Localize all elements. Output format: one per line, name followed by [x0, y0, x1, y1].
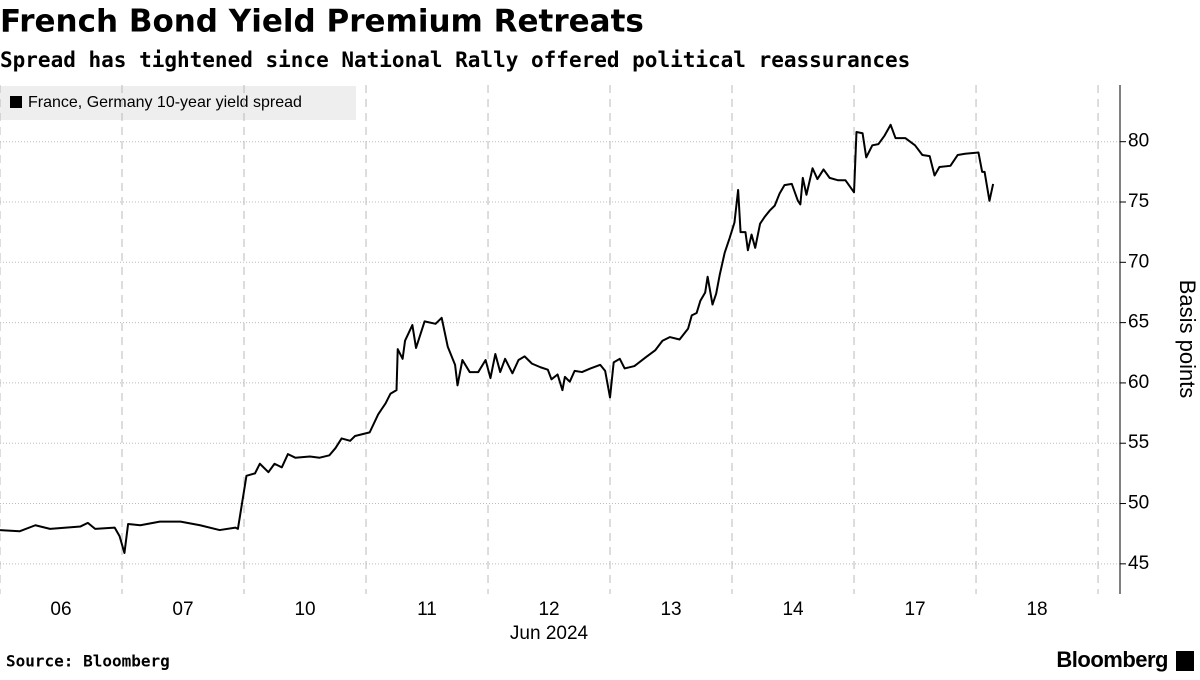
- y-tick-label: 65: [1128, 312, 1149, 333]
- legend: France, Germany 10-year yield spread: [0, 86, 356, 120]
- legend-label: France, Germany 10-year yield spread: [28, 94, 302, 111]
- x-tick-label: 06: [50, 599, 71, 620]
- y-tick-label: 70: [1128, 251, 1149, 272]
- x-tick-label: 10: [294, 599, 315, 620]
- x-tick-label: 17: [904, 599, 925, 620]
- x-tick-label: 12: [538, 599, 559, 620]
- chart-title: French Bond Yield Premium Retreats: [0, 4, 644, 40]
- x-tick-label: 18: [1026, 599, 1047, 620]
- brand: Bloomberg: [1056, 647, 1168, 672]
- x-axis-label: Jun 2024: [510, 623, 589, 644]
- chart-subtitle: Spread has tightened since National Rall…: [0, 48, 910, 72]
- y-tick-label: 80: [1128, 131, 1149, 152]
- series-line: [0, 123, 995, 554]
- source: Source: Bloomberg: [6, 652, 170, 671]
- y-tick-label: 45: [1128, 553, 1149, 574]
- x-tick-label: 07: [172, 599, 193, 620]
- y-tick-label: 60: [1128, 372, 1149, 393]
- legend-box: [0, 86, 356, 120]
- brand-icon: [1176, 651, 1194, 671]
- y-tick-label: 55: [1128, 432, 1149, 453]
- legend-swatch: [10, 96, 22, 108]
- y-tick-label: 75: [1128, 191, 1149, 212]
- y-axis-label: Basis points: [1175, 280, 1200, 399]
- x-tick-label: 13: [660, 599, 681, 620]
- y-tick-label: 50: [1128, 493, 1149, 514]
- x-tick-label: 11: [417, 599, 437, 620]
- x-tick-label: 14: [782, 599, 804, 620]
